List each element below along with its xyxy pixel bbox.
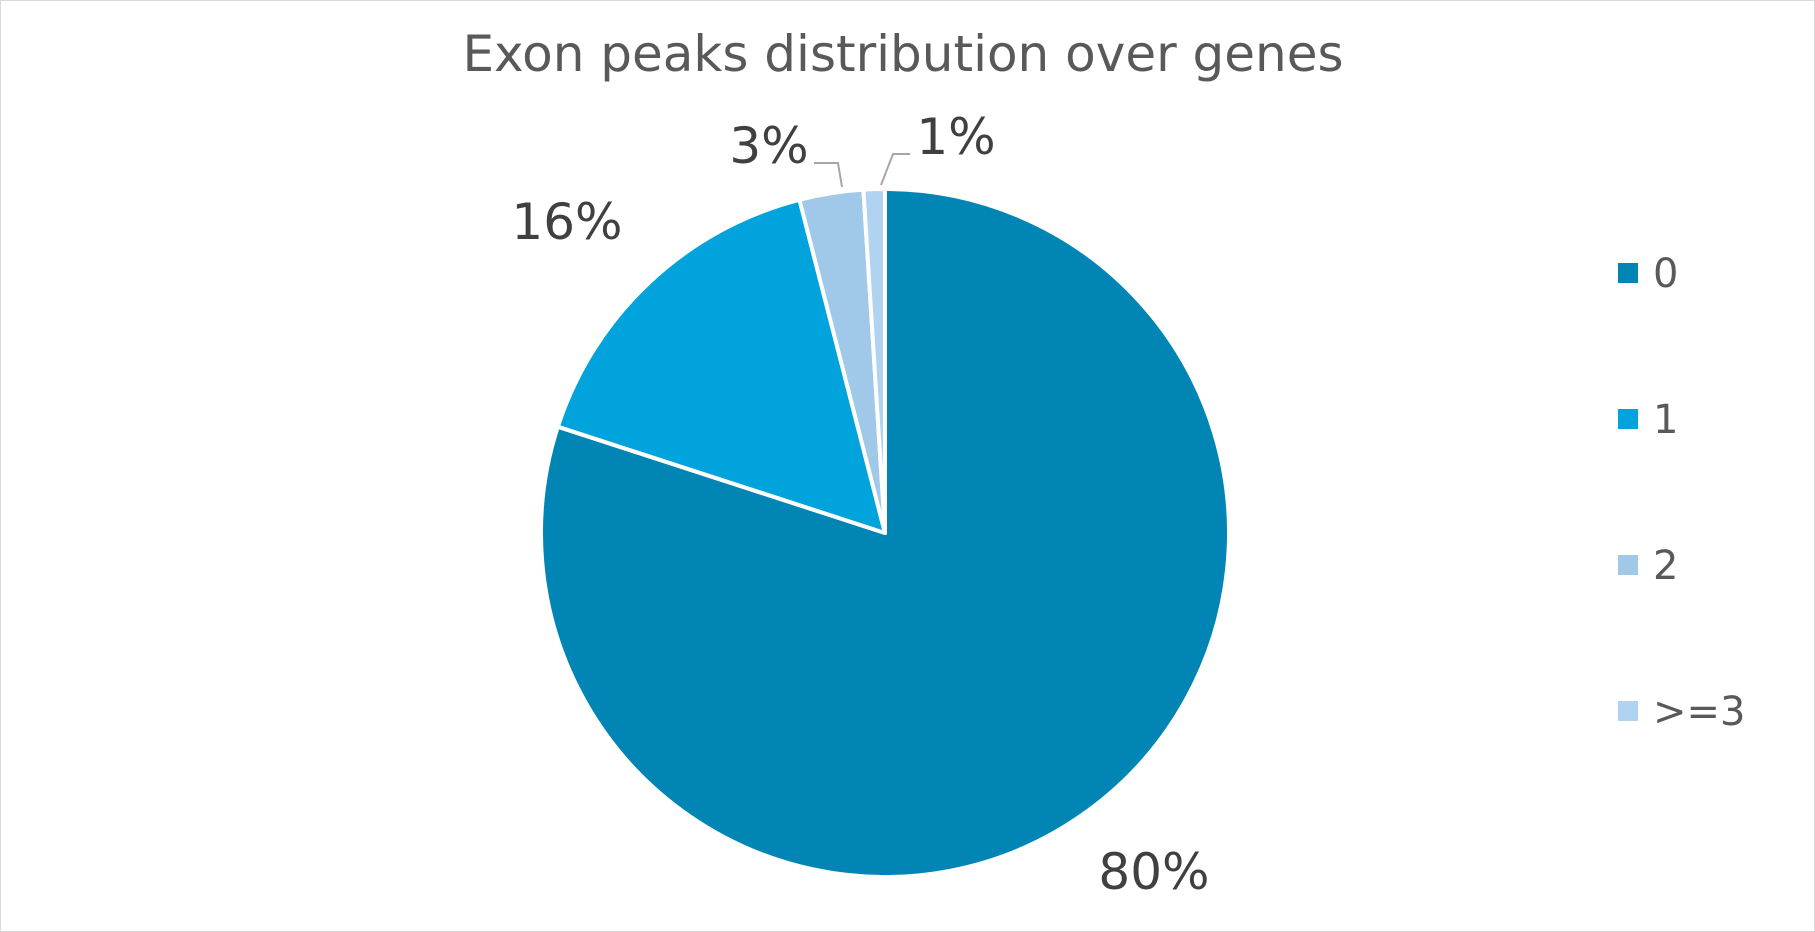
legend-swatch-1	[1618, 263, 1638, 283]
data-label-3: 3%	[729, 117, 808, 175]
pie-slice-4	[861, 187, 887, 535]
data-label-2: 16%	[511, 193, 622, 251]
data-label-4: 1%	[916, 108, 995, 166]
legend-label-4: >=3	[1653, 689, 1745, 735]
leader-lines	[814, 153, 910, 188]
legend-label-3: 2	[1653, 543, 1678, 589]
chart-title: Exon peaks distribution over genes	[462, 25, 1343, 83]
legend-swatch-4	[1618, 701, 1638, 721]
data-labels: 80% 16% 3% 1%	[511, 108, 1209, 901]
legend-label-1: 0	[1653, 251, 1678, 297]
legend-swatch-2	[1618, 409, 1638, 429]
pie-slices	[539, 187, 1232, 879]
leader-line-3	[814, 162, 843, 188]
leader-line-4	[880, 153, 910, 186]
legend-label-2: 1	[1653, 397, 1678, 443]
pie-slice-2	[555, 197, 887, 535]
legend-swatch-3	[1618, 555, 1638, 575]
legend: 0 1 2 >=3	[1618, 251, 1745, 735]
data-label-1: 80%	[1098, 843, 1209, 901]
